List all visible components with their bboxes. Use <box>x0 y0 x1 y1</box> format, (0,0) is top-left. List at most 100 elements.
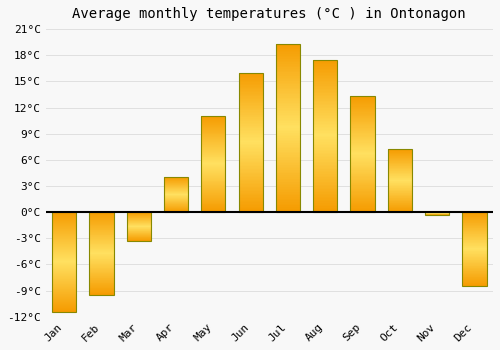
Bar <box>52 296 76 298</box>
Bar <box>238 135 263 137</box>
Bar <box>201 206 226 207</box>
Bar <box>52 261 76 262</box>
Bar <box>313 180 338 182</box>
Bar <box>388 199 412 200</box>
Bar <box>238 158 263 159</box>
Bar <box>90 264 114 265</box>
Bar <box>238 114 263 116</box>
Bar <box>462 271 486 272</box>
Bar <box>238 182 263 183</box>
Bar <box>201 126 226 127</box>
Bar <box>462 231 486 232</box>
Bar <box>276 178 300 180</box>
Bar <box>201 200 226 201</box>
Bar <box>201 192 226 193</box>
Bar <box>52 255 76 256</box>
Bar <box>201 116 226 212</box>
Bar <box>276 71 300 72</box>
Bar <box>52 236 76 237</box>
Bar <box>238 113 263 114</box>
Bar <box>350 136 374 137</box>
Bar <box>201 138 226 139</box>
Bar <box>313 75 338 76</box>
Bar <box>238 208 263 209</box>
Bar <box>52 215 76 216</box>
Bar <box>238 140 263 141</box>
Bar <box>462 217 486 218</box>
Bar <box>350 190 374 191</box>
Bar <box>52 312 76 313</box>
Bar <box>276 83 300 84</box>
Bar <box>350 124 374 125</box>
Bar <box>350 145 374 146</box>
Bar <box>350 112 374 114</box>
Bar <box>350 111 374 112</box>
Bar <box>90 229 114 230</box>
Bar <box>90 271 114 272</box>
Bar <box>388 200 412 201</box>
Bar <box>276 157 300 158</box>
Bar <box>52 286 76 287</box>
Bar <box>462 268 486 269</box>
Bar <box>462 285 486 286</box>
Bar <box>462 222 486 223</box>
Bar <box>201 118 226 119</box>
Bar <box>201 164 226 165</box>
Bar <box>238 191 263 193</box>
Bar <box>90 227 114 228</box>
Bar <box>313 90 338 92</box>
Bar <box>276 114 300 116</box>
Bar <box>276 66 300 68</box>
Bar <box>313 110 338 111</box>
Bar <box>350 105 374 107</box>
Bar <box>52 226 76 227</box>
Bar <box>388 188 412 189</box>
Bar <box>201 209 226 210</box>
Bar <box>201 147 226 148</box>
Bar <box>350 152 374 153</box>
Bar <box>276 172 300 174</box>
Bar <box>388 165 412 166</box>
Bar <box>313 189 338 191</box>
Bar <box>201 197 226 198</box>
Bar <box>52 263 76 264</box>
Bar <box>388 149 412 150</box>
Bar <box>388 205 412 206</box>
Bar <box>201 188 226 189</box>
Bar <box>313 163 338 165</box>
Bar <box>313 208 338 209</box>
Bar <box>238 131 263 133</box>
Bar <box>350 197 374 198</box>
Bar <box>201 123 226 124</box>
Bar <box>238 110 263 112</box>
Bar <box>90 275 114 276</box>
Bar <box>276 46 300 47</box>
Bar <box>52 246 76 247</box>
Bar <box>90 212 114 295</box>
Bar <box>276 89 300 91</box>
Bar <box>350 126 374 127</box>
Bar <box>350 107 374 108</box>
Bar <box>313 101 338 102</box>
Bar <box>462 255 486 256</box>
Bar <box>238 175 263 176</box>
Bar <box>313 116 338 118</box>
Bar <box>313 124 338 125</box>
Bar <box>52 287 76 288</box>
Bar <box>350 115 374 116</box>
Bar <box>313 185 338 186</box>
Bar <box>388 151 412 152</box>
Bar <box>276 152 300 153</box>
Bar <box>238 194 263 195</box>
Bar <box>313 197 338 198</box>
Bar <box>350 162 374 163</box>
Bar <box>388 181 412 182</box>
Bar <box>276 136 300 138</box>
Bar <box>276 68 300 69</box>
Bar <box>388 184 412 185</box>
Bar <box>276 69 300 71</box>
Bar <box>90 255 114 256</box>
Bar <box>276 57 300 59</box>
Bar <box>462 240 486 241</box>
Bar <box>388 168 412 169</box>
